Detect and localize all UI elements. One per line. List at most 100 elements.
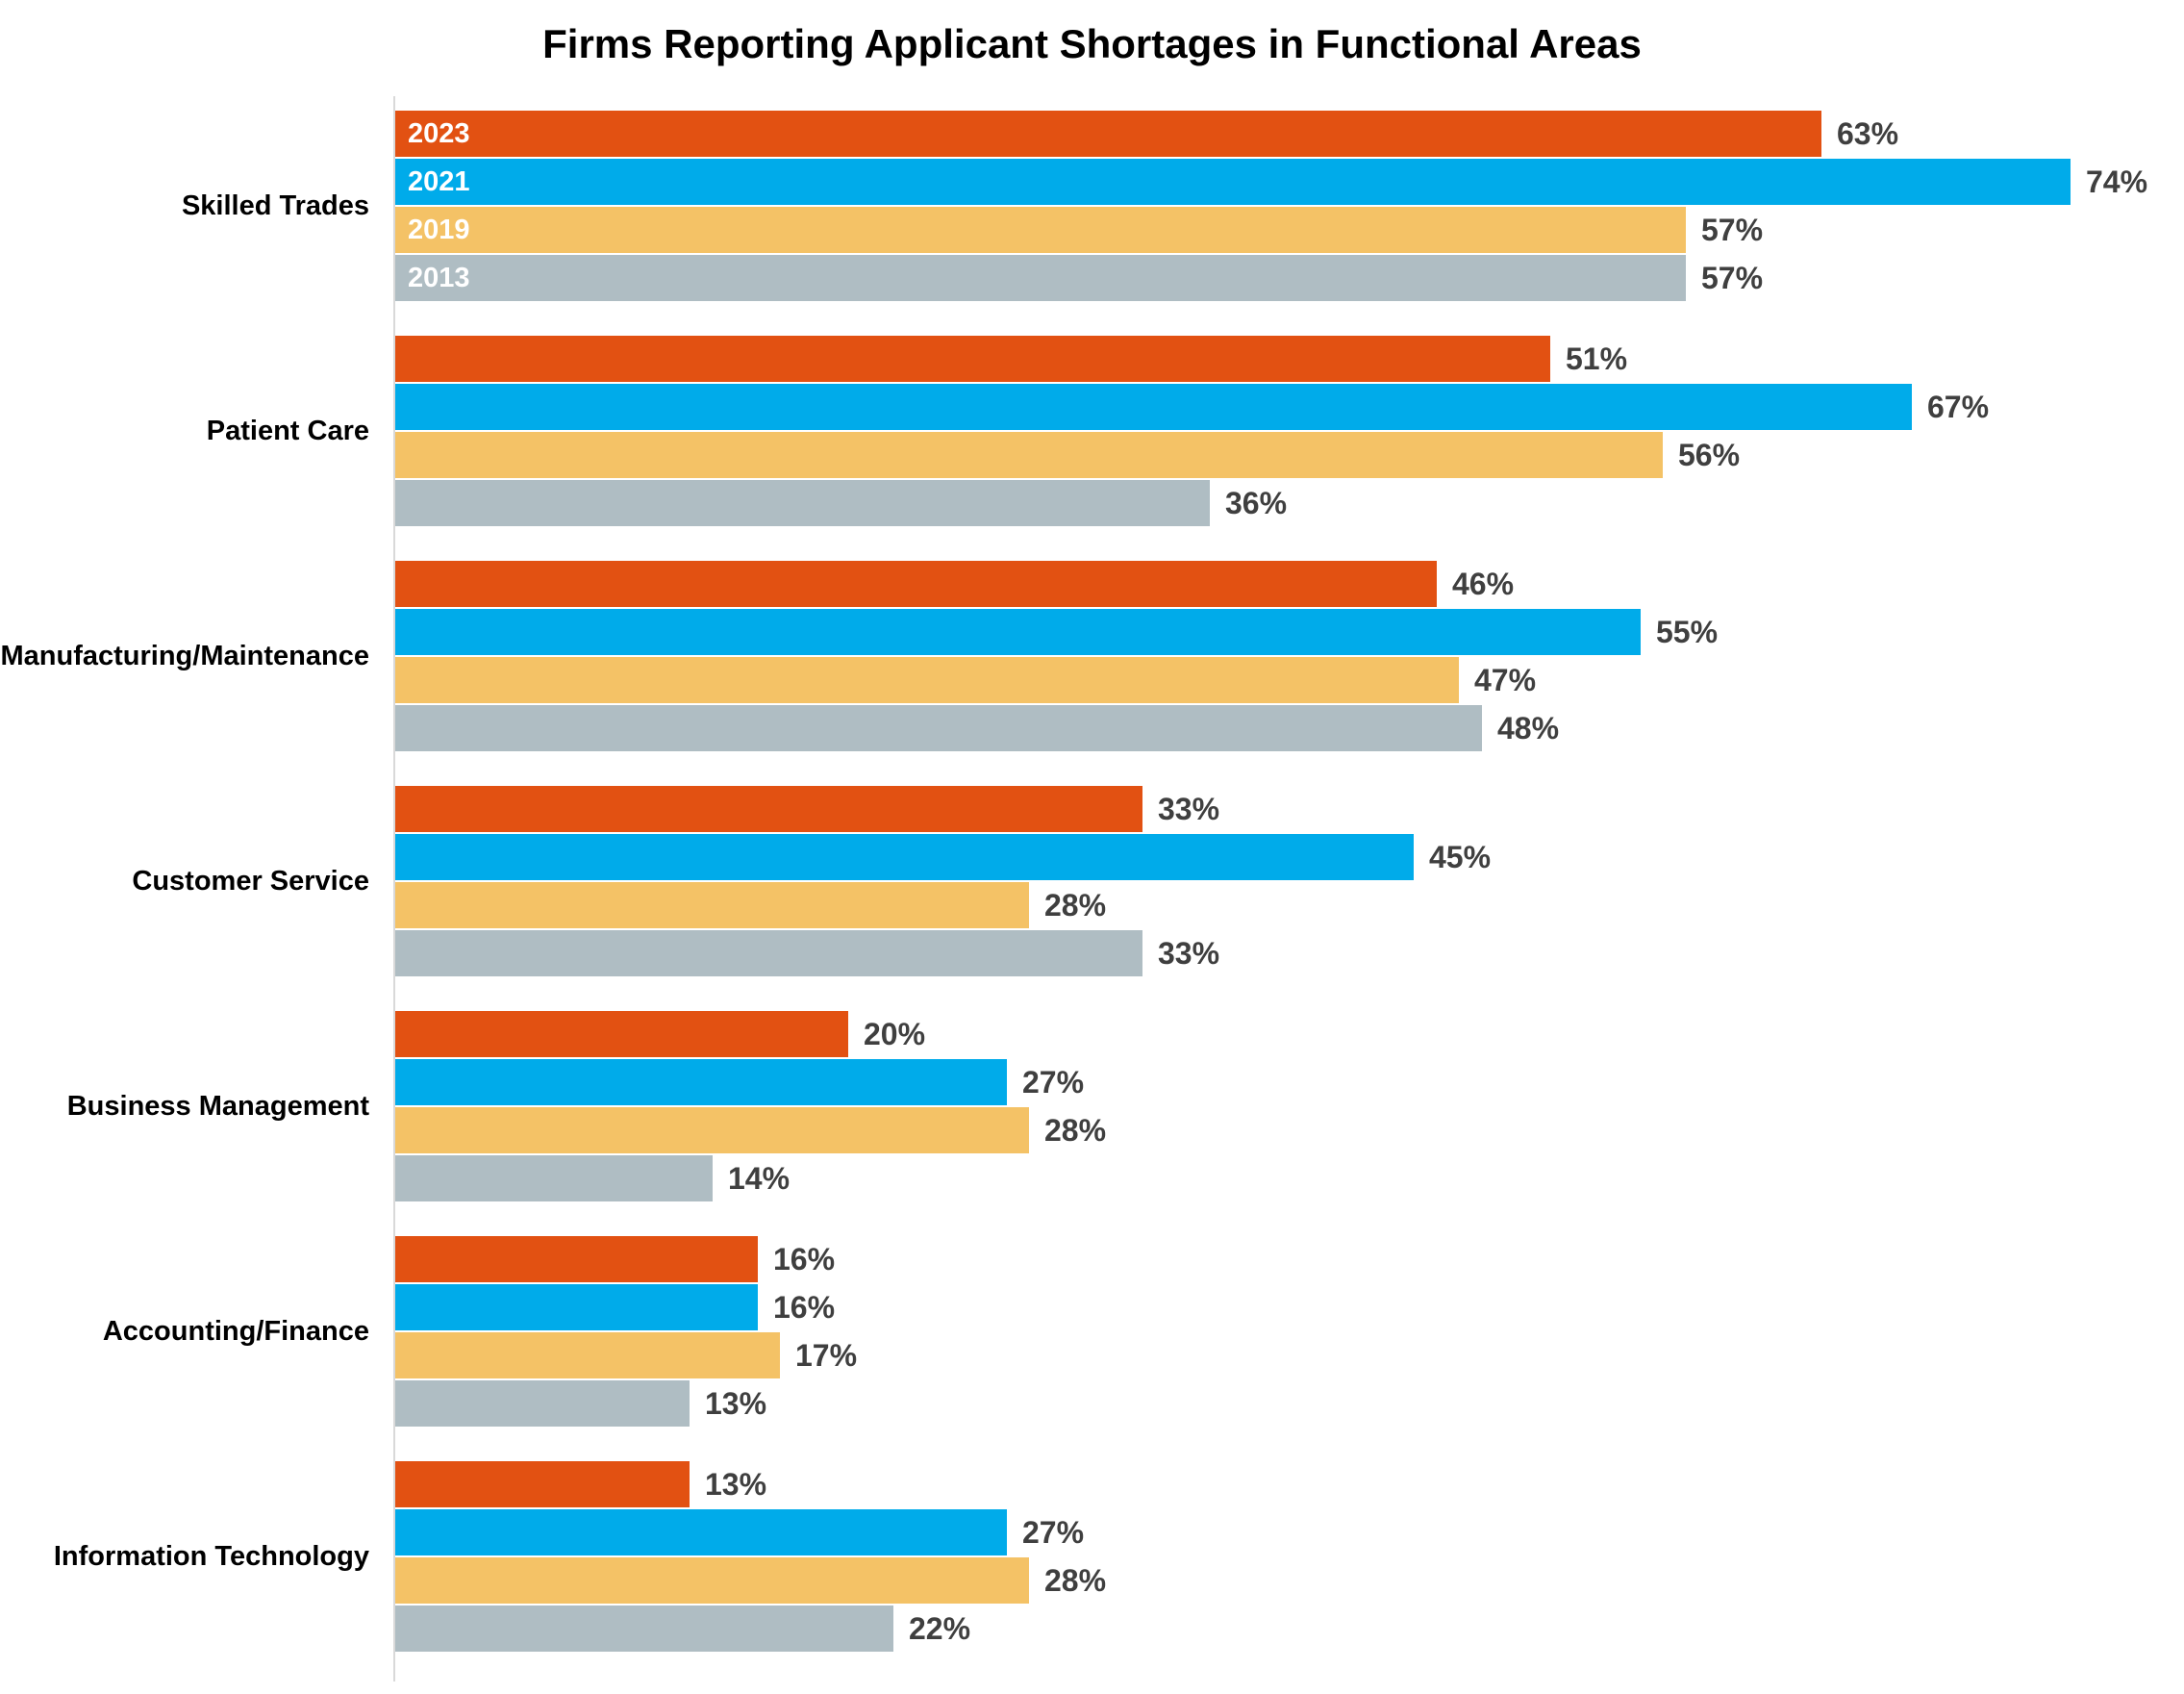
bar-row: 28% [395, 1557, 1106, 1604]
value-label: 63% [1837, 115, 1899, 151]
category-bars: 2023 63% 2021 74% 2019 57% 2013 57% [395, 111, 2147, 303]
chart-title: Firms Reporting Applicant Shortages in F… [542, 21, 1642, 66]
category-bars: 13% 27% 28% 22% [395, 1461, 1106, 1654]
value-label: 57% [1701, 260, 1764, 295]
bar-row: 33% [395, 930, 1491, 976]
series-year-label: 2019 [408, 214, 470, 245]
bar-row: 16% [395, 1236, 857, 1282]
bar-2019 [395, 1107, 1029, 1153]
value-label: 28% [1044, 887, 1107, 923]
value-label: 57% [1701, 212, 1764, 247]
category-label: Business Management [66, 1090, 369, 1122]
bar-row: 2019 57% [395, 207, 2147, 253]
bar-row: 55% [395, 609, 1718, 655]
bar-row: 16% [395, 1284, 857, 1330]
category-label: Manufacturing/Maintenance [0, 640, 370, 671]
bar-row: 56% [395, 432, 1989, 478]
value-label: 33% [1158, 791, 1220, 826]
series-year-label: 2023 [408, 117, 470, 149]
bar-2023 [395, 1236, 758, 1282]
value-label: 27% [1022, 1064, 1085, 1100]
value-label: 45% [1429, 839, 1492, 874]
value-label: 55% [1656, 614, 1719, 649]
value-label: 22% [909, 1610, 971, 1646]
bar-2023 [395, 1461, 690, 1507]
bar-row: 45% [395, 834, 1491, 880]
value-label: 13% [705, 1385, 767, 1421]
bar-row: 28% [395, 882, 1491, 928]
bar-2023 [395, 336, 1550, 382]
bar-2021 [395, 1509, 1007, 1555]
bar-2021 [395, 609, 1641, 655]
value-label: 51% [1566, 341, 1628, 376]
value-label: 56% [1678, 437, 1741, 472]
bar-row: 14% [395, 1155, 1106, 1201]
value-label: 27% [1022, 1514, 1085, 1550]
value-label: 16% [773, 1289, 836, 1325]
category-label: Accounting/Finance [102, 1315, 369, 1347]
value-label: 47% [1474, 662, 1537, 697]
bar-2019 [395, 882, 1029, 928]
bar-2021 [395, 384, 1912, 430]
value-label: 74% [2086, 164, 2148, 199]
category-bars: 46% 55% 47% 48% [395, 561, 1718, 753]
category-bars: 20% 27% 28% 14% [395, 1011, 1106, 1203]
category-group: Manufacturing/Maintenance 46% 55% 47% 48% [0, 561, 2184, 751]
category-label: Patient Care [206, 415, 369, 446]
bar-row: 46% [395, 561, 1718, 607]
bar-row: 2021 74% [395, 159, 2147, 205]
bar-2023 [395, 1011, 848, 1057]
bar-2019 [395, 1557, 1029, 1604]
value-label: 36% [1225, 485, 1288, 520]
bar-row: 2023 63% [395, 111, 2147, 157]
bar-2019 [395, 657, 1459, 703]
bar-2013 [395, 480, 1210, 526]
series-year-label: 2021 [408, 165, 470, 197]
category-group: Skilled Trades 2023 63% 2021 74% 2019 57% 2013 5… [0, 111, 2184, 301]
bar-2013 [395, 1606, 893, 1652]
bar-2013 [395, 930, 1142, 976]
category-label: Information Technology [53, 1540, 369, 1572]
bar-row: 48% [395, 705, 1718, 751]
category-label: Skilled Trades [181, 190, 369, 221]
bar-row: 13% [395, 1380, 857, 1427]
value-label: 33% [1158, 935, 1220, 971]
category-label: Customer Service [132, 865, 369, 897]
bar-row: 47% [395, 657, 1718, 703]
bar-2021: 2021 [395, 159, 2071, 205]
bar-row: 27% [395, 1059, 1106, 1105]
bar-2013 [395, 1155, 713, 1201]
bar-row: 27% [395, 1509, 1106, 1555]
bar-2013 [395, 1380, 690, 1427]
value-label: 20% [864, 1016, 926, 1051]
bar-2021 [395, 1059, 1007, 1105]
bar-2019 [395, 1332, 780, 1378]
bar-row: 67% [395, 384, 1989, 430]
bar-row: 2013 57% [395, 255, 2147, 301]
bar-row: 51% [395, 336, 1989, 382]
value-label: 28% [1044, 1112, 1107, 1148]
value-label: 17% [795, 1337, 858, 1373]
bar-2013 [395, 705, 1482, 751]
category-group: Customer Service 33% 45% 28% 33% [0, 786, 2184, 976]
value-label: 14% [728, 1160, 791, 1196]
category-group: Patient Care 51% 67% 56% 36% [0, 336, 2184, 526]
bar-row: 22% [395, 1606, 1106, 1652]
category-group: Business Management 20% 27% 28% 14% [0, 1011, 2184, 1201]
category-bars: 16% 16% 17% 13% [395, 1236, 857, 1429]
value-label: 67% [1927, 389, 1990, 424]
value-label: 28% [1044, 1562, 1107, 1598]
value-label: 48% [1497, 710, 1560, 746]
value-label: 46% [1452, 566, 1515, 601]
category-group: Accounting/Finance 16% 16% 17% 13% [0, 1236, 2184, 1427]
bar-row: 36% [395, 480, 1989, 526]
category-bars: 51% 67% 56% 36% [395, 336, 1989, 528]
bar-2019 [395, 432, 1663, 478]
bar-row: 13% [395, 1461, 1106, 1507]
category-axis-line [393, 96, 395, 1681]
category-group: Information Technology 13% 27% 28% 22% [0, 1461, 2184, 1652]
bar-2023 [395, 786, 1142, 832]
category-bars: 33% 45% 28% 33% [395, 786, 1491, 978]
bar-row: 20% [395, 1011, 1106, 1057]
